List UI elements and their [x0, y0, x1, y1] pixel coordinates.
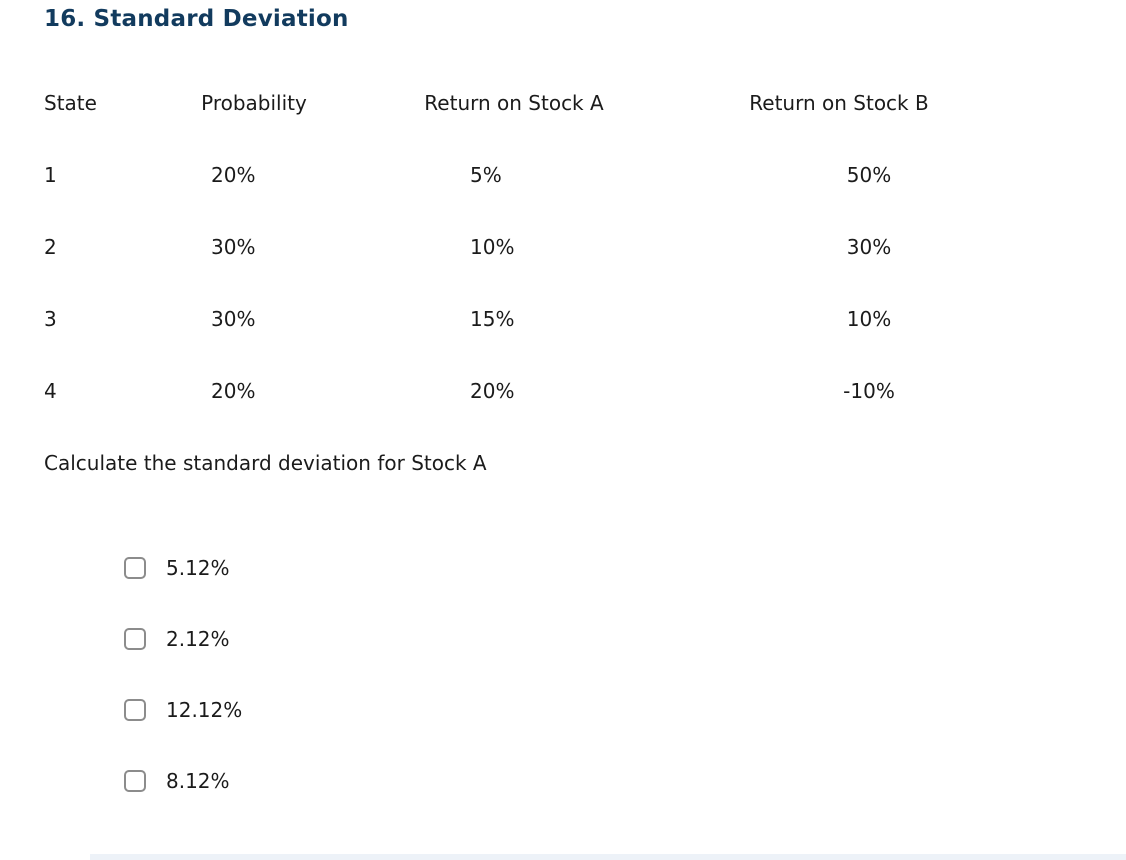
table-cell-return-a: 15%: [470, 307, 515, 331]
table-cell-return-b: -10%: [843, 379, 895, 403]
answer-option-label[interactable]: 2.12%: [166, 627, 230, 651]
column-header-return-stock-a: Return on Stock A: [424, 91, 604, 115]
table-cell-probability: 20%: [211, 163, 256, 187]
answer-option-label[interactable]: 8.12%: [166, 769, 230, 793]
question-title: 16. Standard Deviation: [44, 6, 349, 32]
table-cell-state: 1: [44, 163, 57, 187]
checkbox[interactable]: [124, 770, 146, 792]
bottom-divider: [90, 854, 1126, 860]
table-cell-return-a: 10%: [470, 235, 515, 259]
answer-option-3[interactable]: 12.12%: [124, 698, 1126, 722]
column-header-probability: Probability: [201, 91, 307, 115]
table-cell-return-b: 50%: [846, 163, 892, 187]
answer-option-label[interactable]: 12.12%: [166, 698, 243, 722]
table-cell-state: 3: [44, 307, 57, 331]
returns-table: State Probability Return on Stock A Retu…: [44, 92, 1126, 402]
answer-option-4[interactable]: 8.12%: [124, 769, 1126, 793]
table-cell-probability: 30%: [211, 307, 256, 331]
answer-option-2[interactable]: 2.12%: [124, 627, 1126, 651]
table-cell-probability: 20%: [211, 379, 256, 403]
table-cell-state: 2: [44, 235, 57, 259]
table-cell-return-b: 10%: [846, 307, 892, 331]
table-cell-return-a: 5%: [470, 163, 502, 187]
table-cell-probability: 30%: [211, 235, 256, 259]
checkbox[interactable]: [124, 557, 146, 579]
answer-options: 5.12% 2.12% 12.12% 8.12%: [124, 556, 1126, 793]
table-cell-state: 4: [44, 379, 57, 403]
question-prompt: Calculate the standard deviation for Sto…: [44, 451, 487, 475]
answer-option-1[interactable]: 5.12%: [124, 556, 1126, 580]
table-cell-return-b: 30%: [846, 235, 892, 259]
checkbox[interactable]: [124, 699, 146, 721]
column-header-return-stock-b: Return on Stock B: [749, 91, 929, 115]
table-cell-return-a: 20%: [470, 379, 515, 403]
answer-option-label[interactable]: 5.12%: [166, 556, 230, 580]
checkbox[interactable]: [124, 628, 146, 650]
column-header-state: State: [44, 91, 97, 115]
